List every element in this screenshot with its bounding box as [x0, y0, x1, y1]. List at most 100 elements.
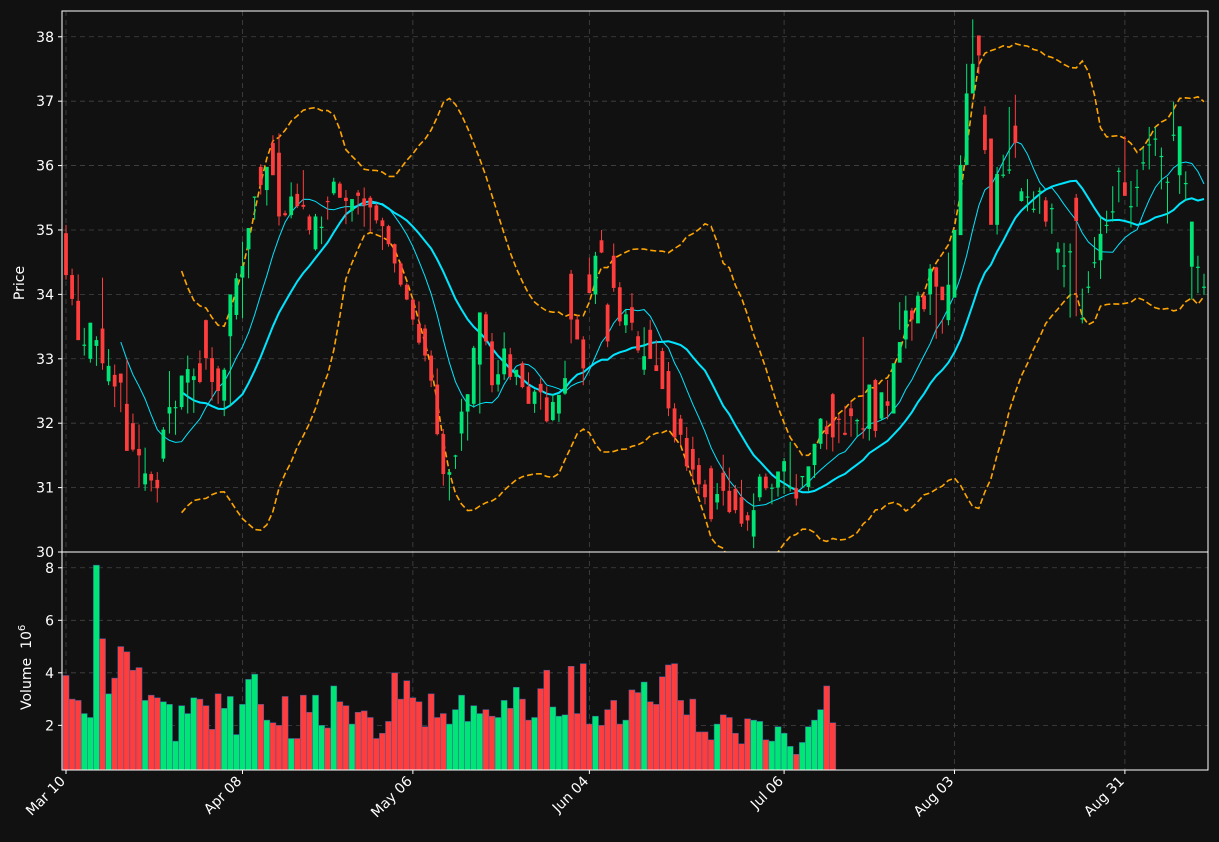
candle-body: [459, 411, 464, 434]
candle-body: [471, 347, 476, 404]
candle: [544, 386, 549, 423]
candle: [82, 327, 87, 356]
candle: [587, 257, 592, 294]
candle-body: [739, 497, 744, 524]
volume-bar: [80, 713, 88, 771]
candle-body: [532, 391, 537, 404]
candle-body: [441, 434, 446, 475]
candle-body: [210, 358, 214, 382]
candle-body: [1183, 182, 1188, 185]
candle-body: [392, 244, 397, 264]
price-tick-label: 35: [36, 223, 54, 239]
candle-body: [100, 328, 105, 364]
candle: [374, 202, 379, 224]
candle-body: [423, 328, 427, 356]
candle: [928, 264, 933, 315]
candle-body: [879, 392, 884, 419]
volume-bar: [172, 740, 179, 771]
candle: [459, 398, 464, 451]
candle: [581, 336, 586, 386]
candle: [636, 331, 640, 353]
candle-body: [277, 152, 281, 217]
candle-body: [1049, 208, 1054, 210]
candle-body: [1165, 181, 1170, 183]
candle: [1068, 243, 1073, 318]
volume-scale-exponent: 6: [17, 625, 28, 631]
candle: [715, 483, 720, 510]
candle: [763, 473, 768, 491]
candle: [867, 384, 872, 441]
candle: [143, 447, 147, 491]
candle-body: [106, 365, 111, 382]
candle: [727, 467, 732, 514]
candle: [477, 312, 482, 414]
candle: [289, 182, 294, 219]
candle-body: [818, 418, 823, 444]
candle-body: [903, 310, 908, 340]
candle-body: [721, 472, 726, 491]
candle: [423, 324, 427, 362]
candle: [94, 336, 99, 366]
candle: [709, 465, 713, 522]
candle: [1056, 242, 1060, 270]
volume-bar: [275, 725, 283, 771]
volume-bar: [567, 666, 575, 771]
volume-bar: [336, 701, 344, 771]
candle-body: [660, 351, 665, 390]
volume-bar: [768, 740, 776, 771]
candle: [124, 359, 129, 451]
candle: [1202, 273, 1206, 296]
volume-bar: [726, 717, 733, 771]
candle: [605, 303, 610, 348]
candle-body: [1037, 190, 1042, 192]
candle-body: [246, 228, 251, 250]
candle-body: [301, 204, 306, 207]
volume-bar: [786, 746, 794, 771]
candle: [100, 277, 105, 370]
candle-body: [958, 164, 963, 236]
price-panel: 30 31 32 33 34 35 36 37 38 Price: [12, 10, 1209, 561]
candle-body: [1019, 191, 1024, 201]
candle-body: [544, 397, 549, 422]
candle-body: [812, 443, 817, 466]
candle: [277, 133, 281, 226]
candle: [690, 436, 695, 480]
price-tick-label: 32: [36, 416, 54, 432]
volume-bar: [579, 663, 587, 771]
candle: [745, 512, 750, 531]
candle-body: [374, 205, 379, 221]
candle: [623, 309, 628, 334]
candle-body: [319, 226, 324, 229]
bollinger-upper-line: [180, 42, 1205, 457]
candle: [380, 217, 385, 250]
volume-bar: [695, 731, 703, 771]
candle: [983, 106, 987, 154]
candle: [264, 166, 269, 206]
candle-body: [563, 378, 567, 394]
candle-body: [654, 365, 659, 372]
candle-body: [490, 341, 494, 386]
candle: [447, 468, 452, 501]
volume-bar: [62, 675, 70, 771]
candle: [1025, 179, 1030, 212]
volume-bar: [251, 673, 258, 771]
candle: [1123, 135, 1127, 196]
candle: [855, 418, 860, 437]
candle-body: [587, 274, 592, 294]
volume-bar: [123, 651, 131, 771]
candle: [1135, 169, 1139, 207]
volume-bar: [153, 697, 161, 771]
volume-bar: [300, 694, 307, 771]
candle: [794, 474, 799, 506]
candle: [976, 35, 981, 75]
candle-body: [380, 220, 385, 227]
volume-bar: [610, 700, 617, 771]
volume-bar: [409, 697, 417, 771]
price-axis-label: Price: [12, 266, 28, 300]
volume-bar: [354, 711, 362, 771]
volume-bar: [446, 723, 453, 771]
candle: [666, 362, 671, 417]
candle: [490, 333, 494, 393]
candle-body: [417, 324, 421, 343]
volume-bar: [799, 742, 806, 771]
